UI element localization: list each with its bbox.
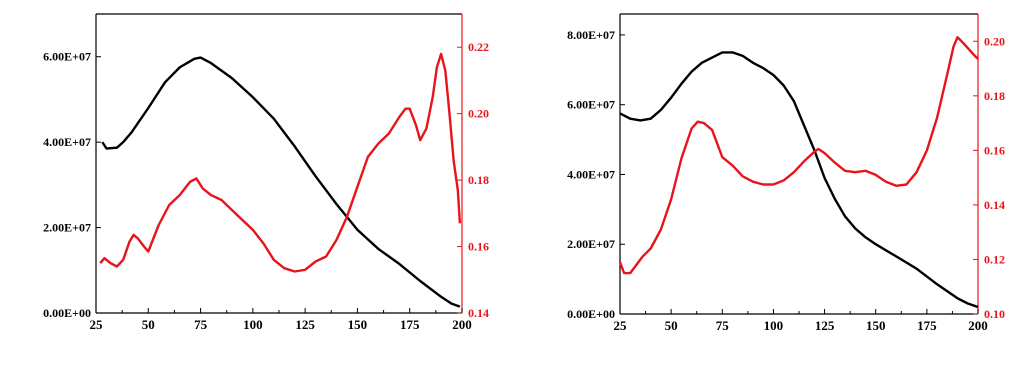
x-tick-label: 75 (716, 318, 730, 333)
y-right-tick-label: 0.18 (468, 173, 489, 187)
x-tick-label: 50 (665, 318, 678, 333)
x-tick-label: 150 (866, 318, 886, 333)
x-tick-label: 25 (90, 317, 104, 332)
y-right-tick-label: 0.18 (984, 89, 1005, 103)
x-tick-label: 100 (764, 318, 784, 333)
y-right-tick-label: 0.14 (984, 198, 1005, 212)
x-tick-label: 175 (400, 317, 420, 332)
x-tick-label: 50 (142, 317, 155, 332)
y-right-tick-label: 0.10 (984, 307, 1005, 321)
y-left-tick-label: 4.00E+07 (567, 167, 615, 181)
y-left-tick-label: 2.00E+07 (43, 221, 91, 235)
y-right-tick-label: 0.20 (984, 34, 1005, 48)
y-right-tick-label: 0.12 (984, 252, 1005, 266)
tan-delta-line (99, 52, 462, 273)
x-tick-label: 125 (295, 317, 315, 332)
x-tick-label: 150 (348, 317, 368, 332)
y-right-tick-label: 0.14 (468, 306, 489, 320)
tan-delta-line (618, 36, 979, 275)
x-tick-label: 100 (243, 317, 263, 332)
y-right-tick-label: 0.16 (468, 240, 489, 254)
y-right-tick-label: 0.20 (468, 107, 489, 121)
y-left-tick-label: 0.00E+00 (43, 306, 91, 320)
panel-a-chart: 25 50 75 100 125 150 175 200 0.00E+00 2.00E+07 4.0… (43, 13, 489, 332)
y-right-tick-label: 0.22 (468, 40, 489, 54)
x-tick-label: 200 (968, 318, 988, 333)
panel-b-chart: 25 50 75 100 125 150 175 200 0.00E+00 2.00E+07 4.0… (567, 13, 1005, 333)
y-left-tick-label: 8.00E+07 (567, 28, 615, 42)
x-tick-label: 200 (452, 317, 472, 332)
x-tick-label: 175 (917, 318, 937, 333)
y-left-tick-label: 2.00E+07 (567, 237, 615, 251)
x-tick-label: 75 (194, 317, 208, 332)
y-left-tick-label: 0.00E+00 (567, 307, 615, 321)
y-left-tick-label: 4.00E+07 (43, 135, 91, 149)
storage-modulus-line (101, 56, 461, 308)
y-left-tick-label: 6.00E+07 (43, 50, 91, 64)
storage-modulus-line (619, 51, 979, 309)
x-tick-label: 25 (614, 318, 628, 333)
x-tick-label: 125 (815, 318, 835, 333)
y-right-tick-label: 0.16 (984, 143, 1005, 157)
y-left-tick-label: 6.00E+07 (567, 98, 615, 112)
